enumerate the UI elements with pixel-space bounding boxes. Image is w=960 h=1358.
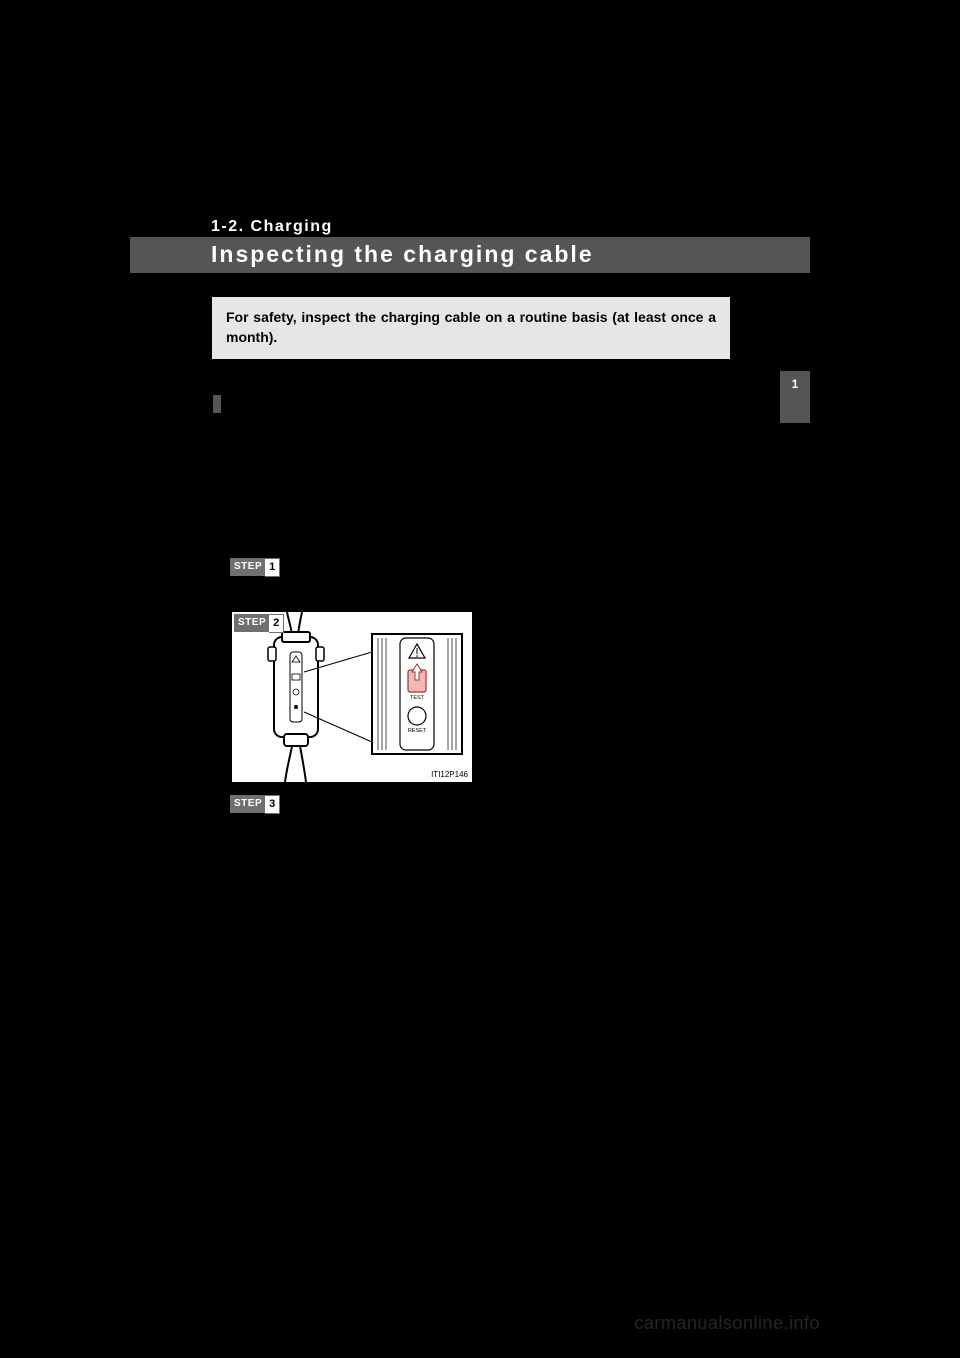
page-root: 1-2. Charging Inspecting the charging ca…	[0, 0, 960, 1358]
subsection-marker	[213, 395, 221, 413]
test-label: TEST	[410, 695, 425, 701]
step-number-1: 1	[265, 558, 280, 577]
step-badge-1: STEP1	[230, 558, 282, 576]
illustration-svg: TEST RESET	[232, 612, 472, 782]
illustration-code: ITI12P146	[431, 770, 468, 779]
chapter-side-tab-number: 1	[780, 377, 810, 391]
step-number-2: 2	[269, 614, 284, 633]
intro-callout-text: For safety, inspect the charging cable o…	[226, 307, 716, 347]
section-reference: 1-2. Charging	[211, 218, 333, 236]
charging-cable-illustration: TEST RESET ITI12P146	[230, 610, 474, 784]
step-label: STEP	[230, 795, 266, 813]
ccid-device-icon	[268, 612, 324, 782]
step-badge-3: STEP3	[230, 795, 282, 813]
intro-callout-box: For safety, inspect the charging cable o…	[211, 296, 731, 360]
step-label: STEP	[230, 558, 266, 576]
reset-button-icon	[408, 707, 426, 725]
section-title: Inspecting the charging cable	[211, 241, 594, 268]
reset-label: RESET	[408, 728, 427, 734]
step-number-3: 3	[265, 795, 280, 814]
step-label: STEP	[234, 614, 270, 632]
step-badge-2: STEP2	[234, 614, 286, 632]
chapter-side-tab: 1	[780, 371, 810, 423]
watermark-text: carmanualsonline.info	[634, 1313, 820, 1334]
